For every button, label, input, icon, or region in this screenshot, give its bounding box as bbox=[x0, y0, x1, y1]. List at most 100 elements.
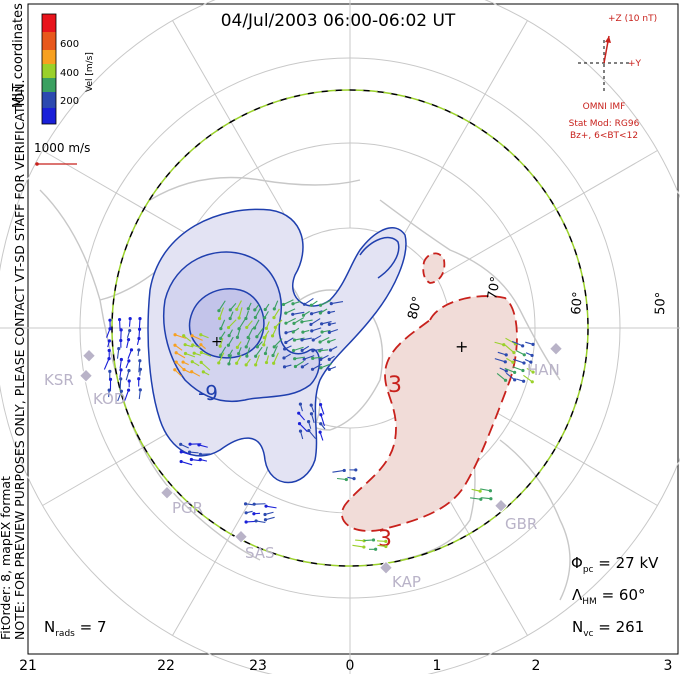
velocity-vector bbox=[328, 310, 336, 314]
station-label-kap: KAP bbox=[392, 573, 421, 591]
velocity-vector bbox=[127, 349, 132, 359]
velocity-vector bbox=[320, 404, 325, 415]
velocity-vector bbox=[310, 300, 318, 306]
velocity-vector bbox=[247, 327, 254, 338]
velocity-vector bbox=[504, 344, 515, 353]
velocity-vector bbox=[331, 301, 344, 305]
station-markers bbox=[78, 341, 564, 575]
velocity-vector bbox=[273, 308, 280, 318]
velocity-vector bbox=[328, 338, 336, 343]
velocity-vector bbox=[524, 358, 532, 363]
mlt-tick-1: 1 bbox=[433, 658, 442, 674]
velocity-vector bbox=[471, 488, 481, 492]
velocity-vector bbox=[137, 349, 140, 357]
coastline-scandinavia bbox=[499, 439, 571, 601]
velocity-vector bbox=[138, 360, 141, 373]
velocity-vector bbox=[264, 346, 268, 354]
velocity-vector bbox=[174, 369, 182, 377]
vector-origin bbox=[189, 457, 193, 462]
velocity-vector bbox=[117, 391, 122, 402]
longitude-line bbox=[399, 20, 528, 242]
mlt-tick-21: 21 bbox=[19, 658, 37, 674]
mlt-tick-3: 3 bbox=[664, 658, 673, 674]
mlt-tick-2: 2 bbox=[532, 658, 541, 674]
contour-label-positive-south: 3 bbox=[378, 527, 392, 552]
velocity-vector bbox=[254, 319, 260, 329]
velocity-vector bbox=[236, 300, 242, 310]
velocity-vector bbox=[301, 337, 312, 341]
velocity-vector bbox=[355, 539, 365, 542]
station-marker-gbr bbox=[493, 498, 509, 513]
velocity-vector bbox=[272, 327, 277, 337]
velocity-vector bbox=[312, 335, 322, 341]
velocity-vector bbox=[181, 451, 192, 456]
velocity-vector bbox=[285, 337, 294, 343]
velocity-vector bbox=[247, 302, 252, 310]
velocity-vector bbox=[236, 355, 242, 364]
velocity-vector bbox=[497, 351, 507, 356]
velocity-vector bbox=[526, 367, 534, 373]
station-marker-han bbox=[548, 341, 564, 356]
n-rads-value: Nrads = 7 bbox=[44, 618, 107, 639]
station-marker-ksr bbox=[78, 368, 94, 383]
velocity-vector bbox=[265, 505, 277, 509]
velocity-vector bbox=[272, 345, 278, 356]
velocity-vector bbox=[174, 334, 187, 339]
velocity-vector bbox=[183, 369, 191, 374]
velocity-vector bbox=[320, 300, 331, 306]
velocity-vector bbox=[126, 339, 130, 349]
velocity-vector bbox=[265, 321, 270, 329]
station-label-ksr: KSR bbox=[44, 371, 74, 389]
velocity-vector bbox=[330, 346, 338, 351]
phi-pc-symbol: Φ bbox=[571, 554, 583, 572]
velocity-vector bbox=[103, 358, 110, 370]
velocity-vector bbox=[175, 352, 186, 359]
velocity-vector bbox=[513, 358, 525, 364]
vector-origin bbox=[198, 452, 203, 456]
velocity-vector bbox=[321, 321, 332, 325]
velocity-vector bbox=[512, 366, 524, 372]
contour-positive bbox=[341, 295, 518, 532]
lambda-hm-symbol: Λ bbox=[572, 586, 583, 604]
vector-origin bbox=[197, 443, 201, 447]
velocity-vector bbox=[220, 346, 227, 356]
velocity-vector bbox=[273, 352, 279, 364]
colorbar-swatch-4 bbox=[42, 64, 56, 78]
station-marker-kod bbox=[81, 348, 97, 363]
velocity-vector bbox=[228, 354, 233, 365]
velocity-vector bbox=[246, 347, 251, 357]
station-marker-kap bbox=[378, 560, 394, 575]
velocity-vector bbox=[299, 423, 308, 433]
velocity-vector bbox=[227, 336, 234, 346]
velocity-vector bbox=[119, 378, 122, 390]
vector-origin bbox=[252, 512, 256, 516]
vector-origin bbox=[263, 512, 267, 517]
velocity-vector bbox=[238, 307, 243, 319]
velocity-vector bbox=[220, 331, 226, 339]
n-vc-value: Nvc = 261 bbox=[572, 618, 644, 639]
latitude-label-50: 50° bbox=[653, 292, 669, 316]
velocity-vector bbox=[228, 319, 237, 328]
velocity-vector bbox=[505, 372, 516, 381]
vector-origin bbox=[227, 362, 231, 366]
velocity-vector bbox=[321, 329, 331, 333]
velocity-vector bbox=[481, 497, 491, 500]
contour-positive-small bbox=[422, 252, 446, 284]
velocity-vector bbox=[311, 310, 323, 315]
imf-z-label: +Z (10 nT) bbox=[608, 14, 657, 24]
stat-mod-line1: Stat Mod: RG96 bbox=[569, 119, 640, 129]
contour-negative-lobe bbox=[359, 236, 400, 279]
hmb-boundary-green bbox=[111, 89, 589, 567]
velocity-vector bbox=[303, 310, 310, 316]
colorbar-swatch-5 bbox=[42, 78, 56, 92]
station-marker-sas bbox=[233, 529, 249, 544]
mlt-axis: 21 22 23 0 1 2 3 bbox=[19, 658, 672, 674]
velocity-vector bbox=[184, 344, 194, 348]
velocity-vector bbox=[180, 443, 189, 449]
velocity-vector bbox=[319, 431, 324, 441]
station-label-sas: SAS bbox=[245, 544, 275, 562]
velocity-vector bbox=[377, 544, 386, 548]
velocity-vector bbox=[273, 300, 279, 310]
velocity-vector bbox=[302, 329, 310, 333]
station-marker-pgr bbox=[159, 485, 175, 500]
